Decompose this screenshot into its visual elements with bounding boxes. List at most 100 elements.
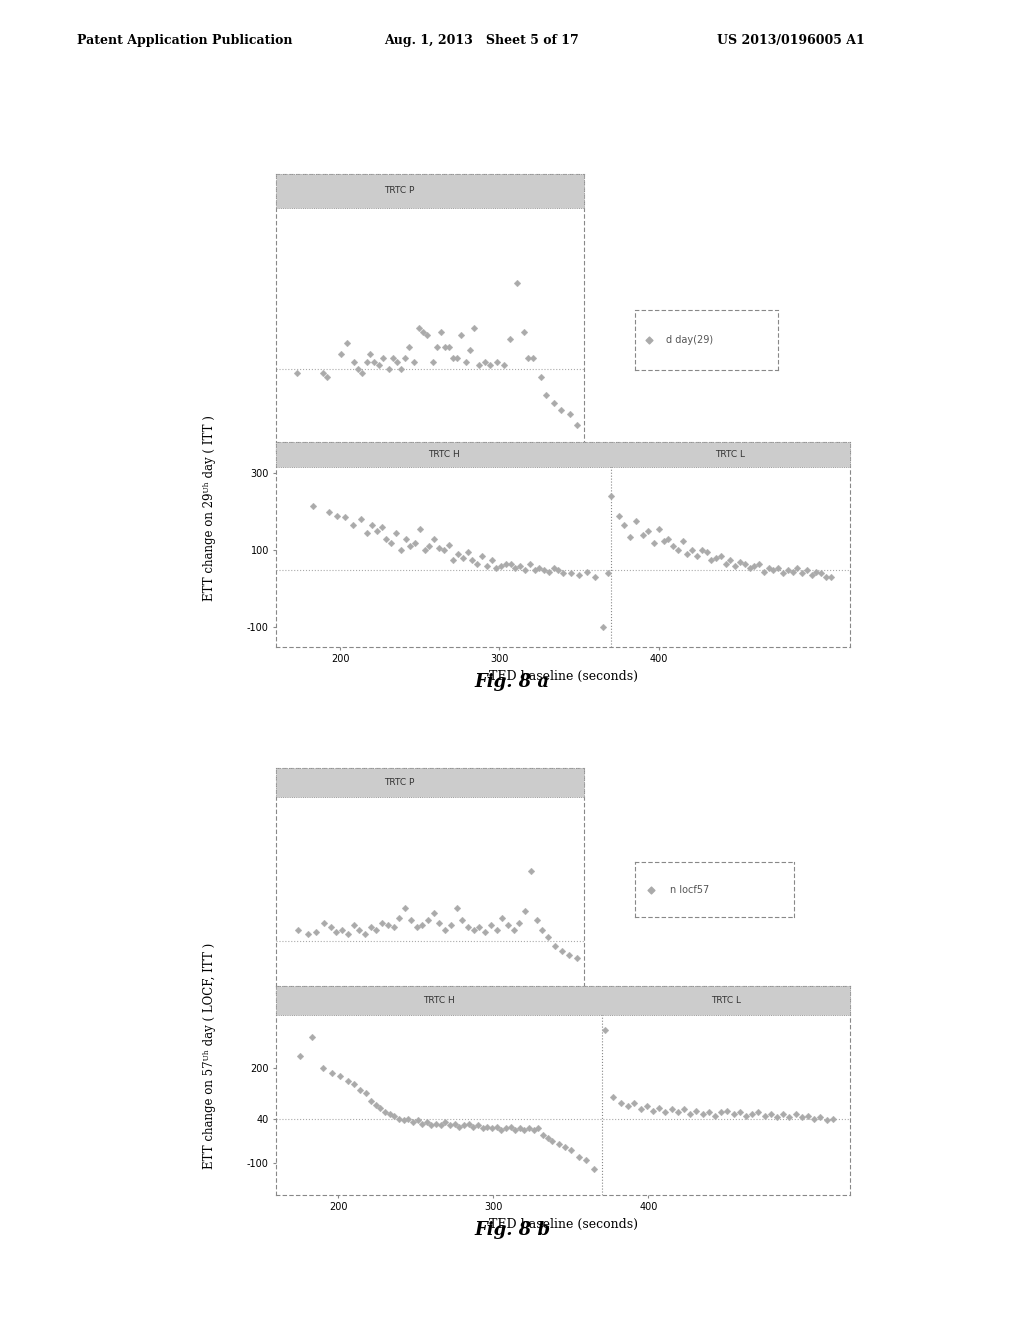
Point xyxy=(409,916,425,937)
Point xyxy=(323,916,339,937)
Point xyxy=(693,540,710,561)
Point xyxy=(358,1082,375,1104)
Point xyxy=(431,912,447,933)
Point xyxy=(563,562,580,583)
Point xyxy=(515,321,531,342)
Text: Fig. 8 a: Fig. 8 a xyxy=(474,673,550,692)
Point xyxy=(600,562,616,583)
Point xyxy=(346,351,362,372)
Point xyxy=(579,1150,595,1171)
Point xyxy=(517,900,534,921)
Point xyxy=(359,523,376,544)
Point xyxy=(651,1097,668,1118)
Point xyxy=(419,1111,435,1133)
Point xyxy=(412,317,428,338)
Point xyxy=(477,921,494,942)
Text: Aug. 1, 2013   Sheet 5 of 17: Aug. 1, 2013 Sheet 5 of 17 xyxy=(384,34,579,48)
Point xyxy=(622,527,638,548)
Point xyxy=(725,1104,741,1125)
Point xyxy=(488,351,505,372)
Point xyxy=(391,1109,408,1130)
Point xyxy=(437,919,454,940)
Point xyxy=(519,347,536,368)
Point xyxy=(402,536,419,557)
Point xyxy=(300,924,316,945)
Point xyxy=(466,317,482,338)
Point xyxy=(478,556,495,577)
Point xyxy=(359,351,376,372)
Point xyxy=(458,351,474,372)
Point xyxy=(412,519,428,540)
Point xyxy=(432,321,449,342)
Point xyxy=(404,1111,421,1133)
Point xyxy=(305,495,322,516)
Point xyxy=(353,362,370,383)
Point xyxy=(462,339,478,360)
Point xyxy=(536,560,552,581)
Point xyxy=(402,909,419,931)
Point xyxy=(629,511,645,532)
Point xyxy=(414,1113,430,1134)
Point xyxy=(586,1159,602,1180)
Point xyxy=(727,556,743,577)
Point xyxy=(452,1117,468,1138)
Text: d day(29): d day(29) xyxy=(667,335,714,345)
Point xyxy=(775,1104,792,1125)
Point xyxy=(425,903,441,924)
Point xyxy=(339,333,355,354)
Bar xyxy=(276,986,850,1015)
Point xyxy=(442,1114,459,1135)
Point xyxy=(770,557,786,578)
Point xyxy=(794,562,810,583)
Point xyxy=(471,916,487,937)
Point xyxy=(813,562,829,583)
Bar xyxy=(276,174,584,207)
Point xyxy=(314,1057,331,1078)
Point xyxy=(682,1104,698,1125)
Point xyxy=(522,861,539,882)
Text: n locf57: n locf57 xyxy=(670,884,709,895)
Point xyxy=(595,616,611,638)
Point xyxy=(431,537,447,558)
Point xyxy=(415,321,431,342)
Point xyxy=(645,1101,662,1122)
Point xyxy=(488,1117,505,1138)
Point xyxy=(470,1114,486,1135)
Point xyxy=(530,1118,547,1139)
Point xyxy=(800,1105,816,1126)
Point xyxy=(372,1097,388,1118)
Point xyxy=(446,1113,463,1134)
Point xyxy=(746,556,763,577)
Point xyxy=(414,915,430,936)
Point xyxy=(713,545,729,566)
Point xyxy=(670,1102,686,1123)
Point xyxy=(550,1134,566,1155)
Point xyxy=(512,1118,528,1139)
Point xyxy=(553,400,569,421)
Point xyxy=(775,562,792,583)
Point xyxy=(538,384,554,405)
Point xyxy=(507,1119,523,1140)
Point xyxy=(521,553,538,574)
Point xyxy=(333,343,349,364)
Point xyxy=(375,347,391,368)
Bar xyxy=(276,768,584,797)
Point xyxy=(781,1106,798,1127)
Point xyxy=(483,1118,500,1139)
Point xyxy=(641,329,657,350)
Point xyxy=(506,919,522,940)
Point xyxy=(369,520,385,541)
Point xyxy=(568,946,585,968)
Point xyxy=(808,561,824,582)
Point xyxy=(436,337,453,358)
Point xyxy=(329,921,345,942)
Point xyxy=(417,540,433,561)
Point xyxy=(650,519,667,540)
Point xyxy=(466,919,482,940)
Point xyxy=(639,520,655,541)
Point xyxy=(420,909,436,931)
Point xyxy=(391,907,408,928)
Point xyxy=(423,1114,439,1135)
Point xyxy=(400,337,417,358)
Point xyxy=(498,553,514,574)
